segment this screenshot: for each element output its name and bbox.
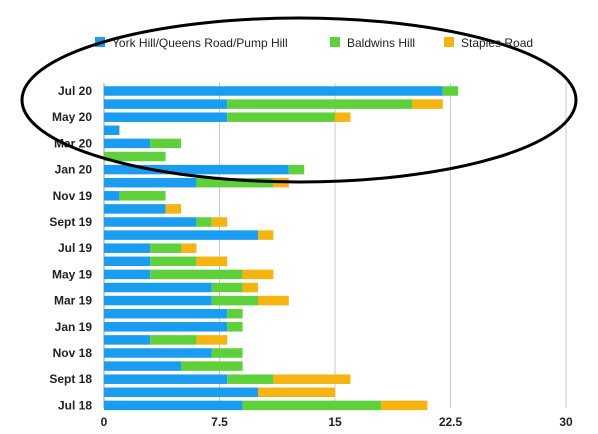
bar-may-19-series-2 (242, 269, 274, 280)
bar-jun-20-series-0 (104, 99, 228, 109)
bar-jun-19-series-0 (104, 256, 151, 267)
bar-aug-19-series-0 (104, 230, 258, 240)
annotation-ellipse (20, 16, 578, 184)
bar-apr-19-series-1 (211, 282, 243, 293)
bar-jul-20-series-1 (442, 86, 459, 96)
bar-oct-18-series-0 (104, 361, 181, 371)
bar-sept-18-series-2 (273, 374, 351, 384)
bar-oct-19-series-0 (104, 204, 166, 214)
bar-jun-20-series-2 (412, 99, 443, 109)
category-labels: Jul 20 May 20 Mar 20 Jan 20 Nov 19 Sept 19 Jul… (49, 84, 92, 412)
category-label: May 20 (52, 110, 92, 124)
bar-mar-20-series-1 (150, 138, 181, 149)
bar-feb-19-series-1 (227, 308, 243, 319)
bar-dec-19-series-1 (196, 177, 274, 188)
bar-feb-19-series-0 (104, 308, 228, 319)
category-label: Jul 20 (58, 84, 92, 98)
bar-may-20-series-2 (335, 112, 351, 122)
bar-nov-18-series-1 (211, 348, 243, 358)
x-tick-label: 15 (328, 415, 342, 429)
bar-nov-19-series-1 (119, 191, 166, 201)
bar-may-20-series-0 (104, 112, 228, 122)
x-tick-label: 22.5 (439, 415, 463, 429)
category-label: Sept 18 (49, 372, 92, 386)
category-label: Jul 19 (58, 241, 92, 255)
bar-dec-19-series-0 (104, 177, 197, 188)
bar-sept-19-series-2 (211, 217, 228, 227)
bar-may-19-series-0 (104, 269, 151, 280)
bar-mar-19-series-2 (258, 295, 289, 306)
category-label: Sept 19 (49, 215, 92, 229)
bar-aug-19-series-2 (258, 230, 274, 240)
bar-jul-19-series-0 (104, 243, 151, 253)
bar-sept-19-series-0 (104, 217, 197, 227)
legend-swatch (330, 37, 340, 47)
category-label: May 19 (52, 267, 92, 281)
legend-swatch (444, 37, 454, 47)
bar-jul-19-series-2 (181, 243, 197, 253)
bar-oct-19-series-2 (165, 204, 181, 214)
bars (104, 86, 459, 411)
legend-label: Baldwins Hill (347, 36, 415, 50)
bar-apr-19-series-0 (104, 282, 212, 293)
bar-sept-18-series-0 (104, 374, 228, 384)
bar-may-19-series-1 (150, 269, 243, 280)
bar-mar-19-series-1 (211, 295, 258, 306)
legend: York Hill/Queens Road/Pump Hill Baldwins … (95, 36, 533, 50)
bar-dec-18-series-1 (150, 335, 197, 345)
category-label: Mar 19 (54, 294, 92, 308)
category-label: Jan 20 (55, 163, 93, 177)
bar-jul-20-series-0 (104, 86, 443, 96)
bar-mar-19-series-0 (104, 295, 212, 306)
bar-nov-18-series-0 (104, 348, 212, 358)
bar-mar-20-series-0 (104, 138, 151, 149)
category-label: Jan 19 (55, 320, 93, 334)
category-label: Nov 19 (53, 189, 93, 203)
bar-jun-19-series-2 (196, 256, 228, 267)
bar-aug-18-series-0 (104, 387, 258, 398)
bar-may-20-series-1 (227, 112, 335, 122)
bar-apr-20-series-0 (104, 125, 120, 136)
category-label: Nov 18 (53, 346, 93, 360)
bar-jul-18-series-2 (381, 400, 428, 411)
bar-jan-20-series-0 (104, 164, 289, 175)
bar-dec-18-series-2 (196, 335, 228, 345)
bar-feb-20-series-1 (104, 151, 166, 162)
bar-jan-19-series-1 (227, 322, 243, 332)
bar-jun-20-series-1 (227, 99, 412, 109)
bar-sept-19-series-1 (196, 217, 212, 227)
legend-label: York Hill/Queens Road/Pump Hill (112, 36, 288, 50)
bar-jul-19-series-1 (150, 243, 181, 253)
bar-jul-18-series-1 (242, 400, 382, 411)
x-tick-label: 30 (559, 415, 573, 429)
bar-nov-19-series-0 (104, 191, 120, 201)
bar-apr-19-series-2 (242, 282, 258, 293)
bar-aug-18-series-2 (258, 387, 335, 398)
bar-jan-19-series-0 (104, 322, 228, 332)
bar-jan-20-series-1 (288, 164, 305, 175)
bar-jul-18-series-0 (104, 400, 243, 411)
bar-jun-19-series-1 (150, 256, 197, 267)
category-label: Jul 18 (58, 398, 92, 412)
bar-dec-18-series-0 (104, 335, 151, 345)
bar-oct-18-series-1 (181, 361, 243, 371)
x-tick-label: 7.5 (211, 415, 228, 429)
x-axis-ticks: 0 7.5 15 22.5 30 (101, 415, 573, 429)
x-tick-label: 0 (101, 415, 108, 429)
bar-sept-18-series-1 (227, 374, 274, 384)
category-label: Mar 20 (54, 136, 92, 150)
